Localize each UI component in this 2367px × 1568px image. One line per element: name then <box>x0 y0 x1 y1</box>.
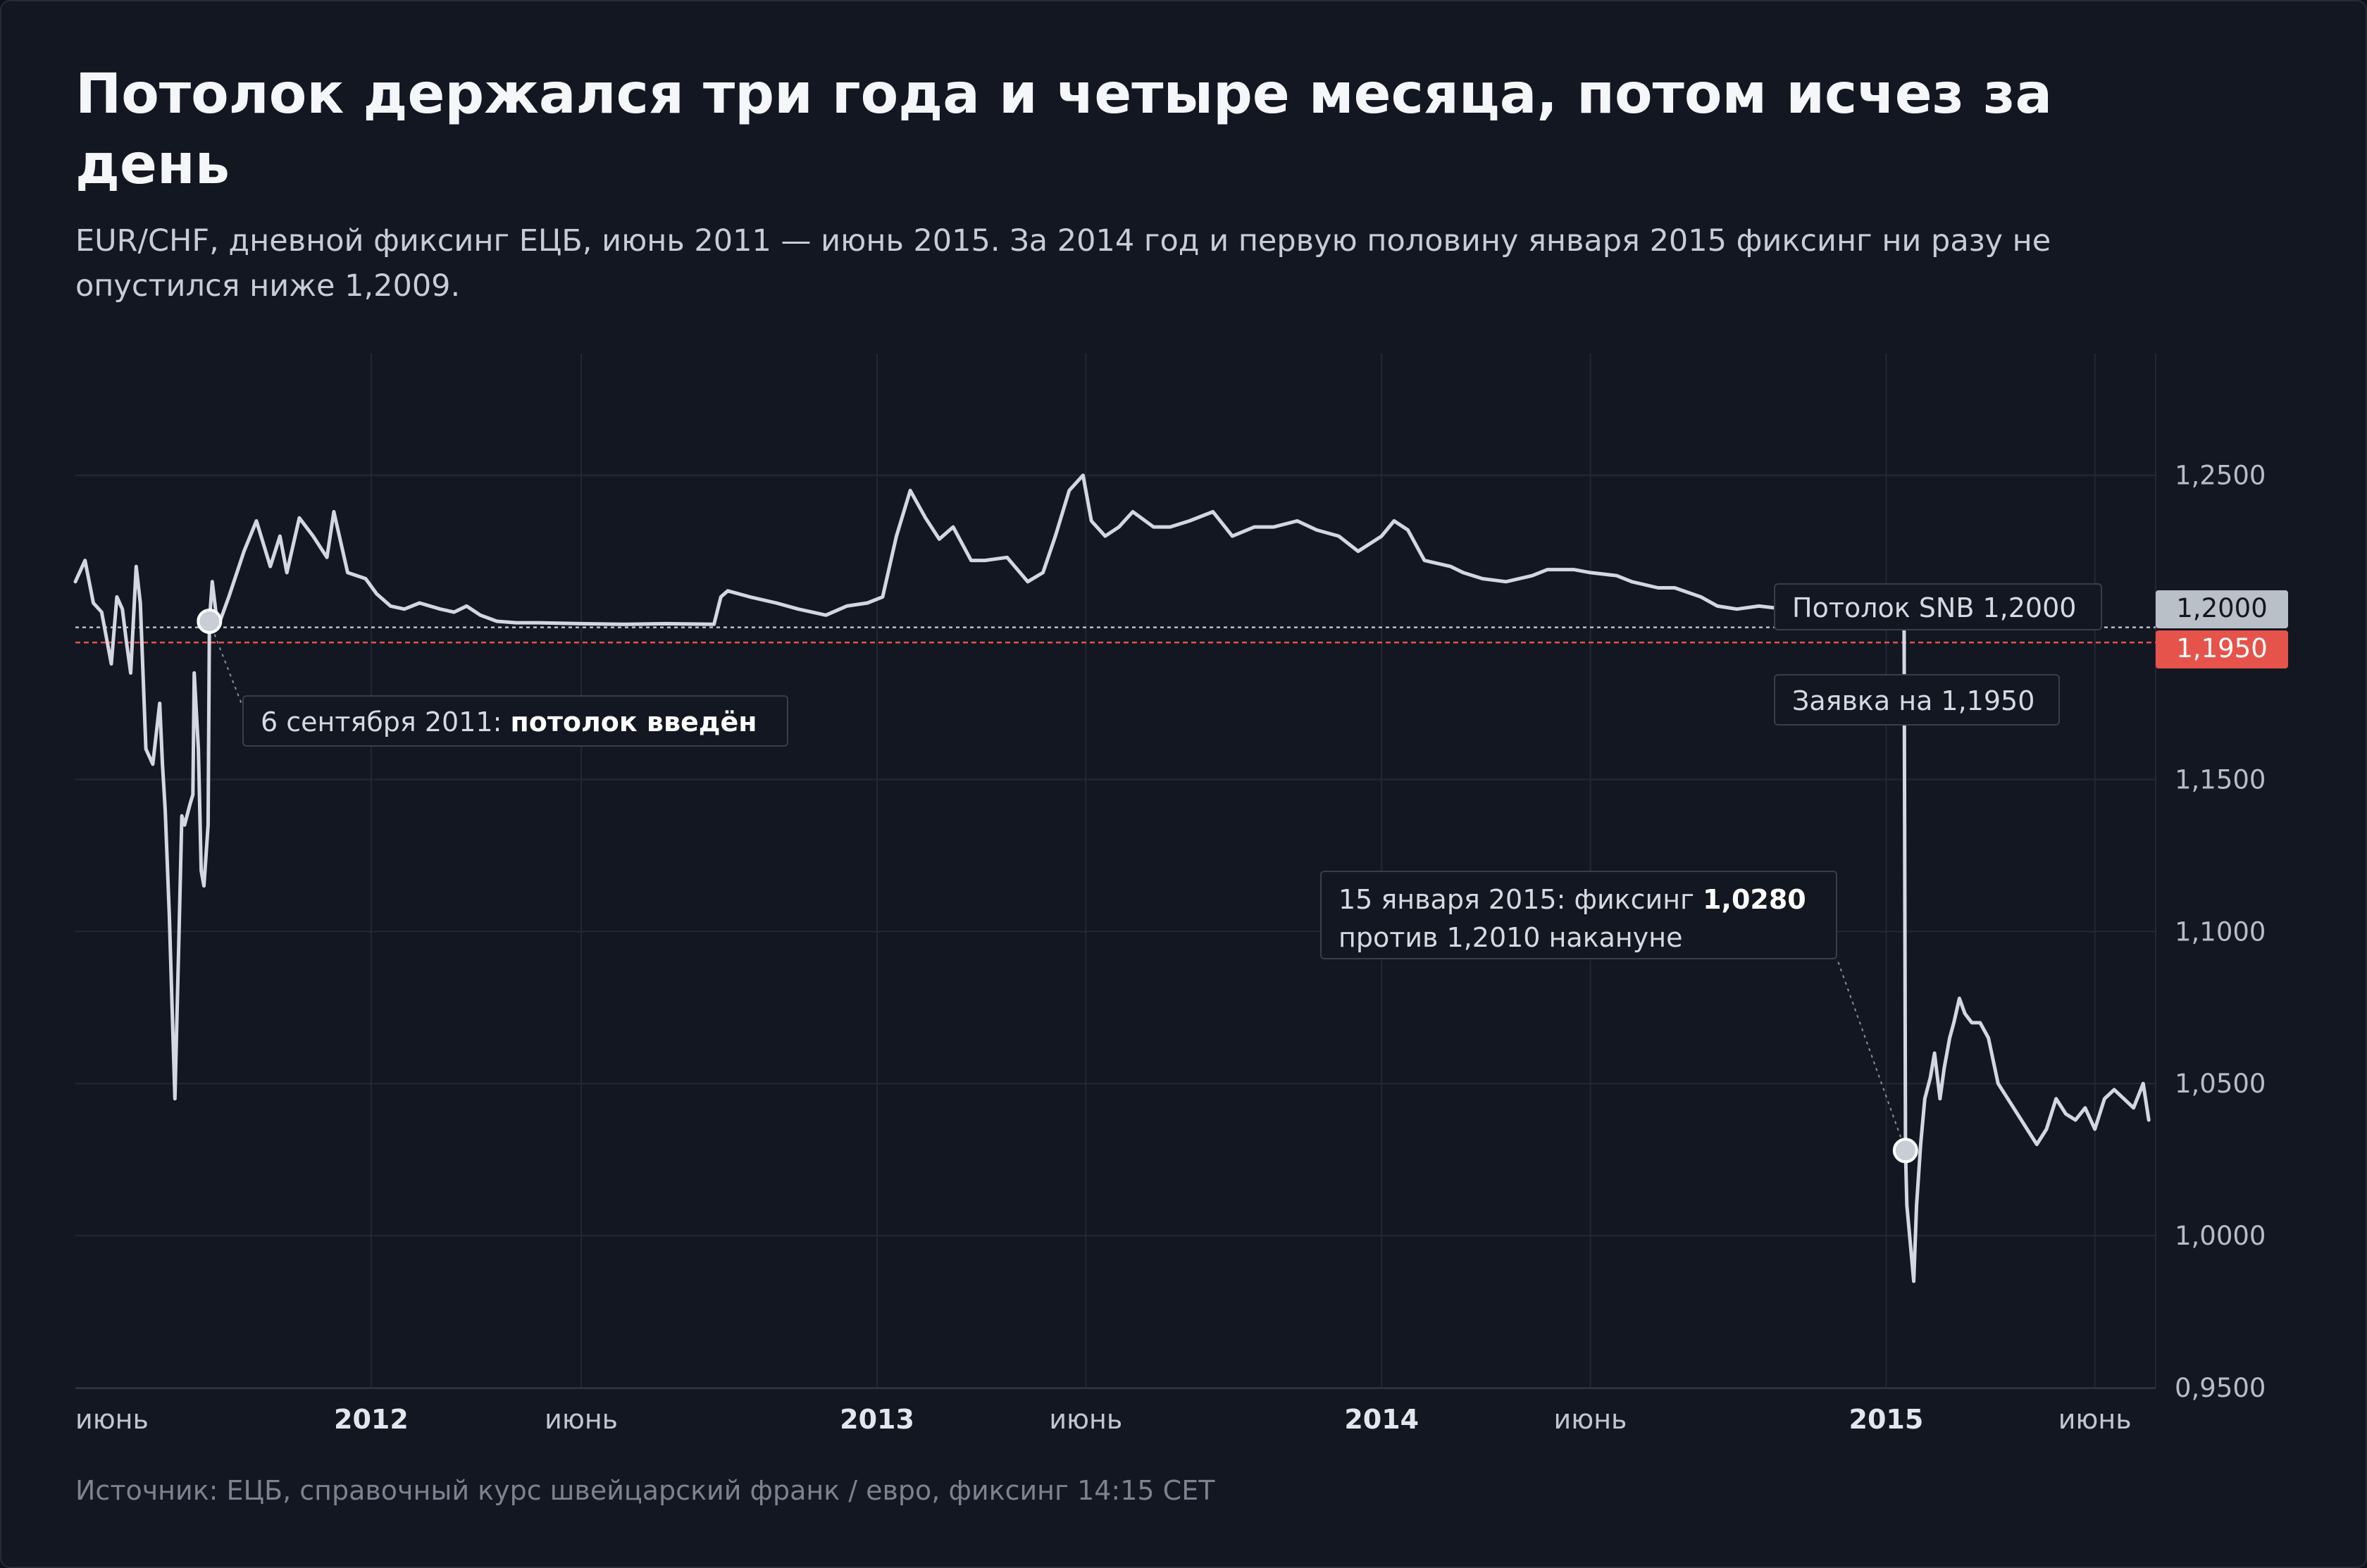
annotation-drop-line2: против 1,2010 накануне <box>1338 922 1683 953</box>
x-tick-label: 2012 <box>334 1404 409 1435</box>
x-tick-label: июнь <box>2058 1404 2132 1435</box>
x-tick-label: июнь <box>1554 1404 1627 1435</box>
marker-ceiling-introduced <box>197 608 223 634</box>
bid-value-badge: 1,1950 <box>2156 630 2288 668</box>
annotation-ceiling-introduced: 6 сентября 2011: потолок введён <box>242 695 788 747</box>
annotation-ceiling-label-text: Потолок SNB 1,2000 <box>1792 592 2077 623</box>
y-tick-label: 1,1500 <box>2175 764 2266 795</box>
x-tick-label: 2014 <box>1344 1404 1419 1435</box>
x-tick-label: 2013 <box>840 1404 914 1435</box>
y-tick-label: 1,1000 <box>2175 916 2266 947</box>
annotation-drop-line1: 15 января 2015: фиксинг 1,0280 <box>1338 881 1819 919</box>
leader-ceiling-introduced <box>209 621 243 707</box>
annotation-ceiling-introduced-text: 6 сентября 2011: <box>261 707 511 738</box>
annotation-bid-label-text: Заявка на 1,1950 <box>1792 685 2035 716</box>
grid-lines <box>75 354 2156 1389</box>
annotation-leaders <box>209 621 1906 1151</box>
annotation-ceiling-introduced-bold: потолок введён <box>510 707 757 738</box>
x-tick-label: июнь <box>545 1404 618 1435</box>
chart-source: Источник: ЕЦБ, справочный курс швейцарск… <box>75 1475 1215 1506</box>
y-tick-label: 1,0000 <box>2175 1221 2266 1251</box>
marker-drop <box>1892 1138 1918 1164</box>
chart-title: Потолок держался три года и четыре месяц… <box>75 63 2053 197</box>
annotation-ceiling-label: Потолок SNB 1,2000 <box>1774 583 2102 630</box>
x-axis: июнь 2012 июнь 2013 июнь 2014 июнь 2015 июнь <box>75 1404 2132 1435</box>
x-tick-label: 2015 <box>1849 1404 1924 1435</box>
annotation-bid-label: Заявка на 1,1950 <box>1774 674 2060 726</box>
series-group <box>73 473 2151 1283</box>
y-tick-label: 1,2500 <box>2175 461 2266 491</box>
y-tick-label: 0,9500 <box>2175 1373 2266 1403</box>
leader-drop <box>1837 959 1906 1151</box>
x-tick-label: июнь <box>75 1404 149 1435</box>
y-axis: 0,9500 1,0000 1,0500 1,1000 1,1500 1,2500 <box>2175 461 2266 1403</box>
series-line <box>73 473 2151 1283</box>
ceiling-value-badge: 1,2000 <box>2156 590 2288 628</box>
x-tick-label: июнь <box>1049 1404 1122 1435</box>
markers <box>197 608 1918 1164</box>
annotation-drop-bold: 1,0280 <box>1703 884 1806 915</box>
annotation-drop-text1: 15 января 2015: фиксинг <box>1338 884 1703 915</box>
y-tick-label: 1,0500 <box>2175 1069 2266 1099</box>
annotation-drop: 15 января 2015: фиксинг 1,0280 против 1,… <box>1320 871 1837 959</box>
chart-subtitle: EUR/CHF, дневной фиксинг ЕЦБ, июнь 2011 … <box>75 223 2051 304</box>
